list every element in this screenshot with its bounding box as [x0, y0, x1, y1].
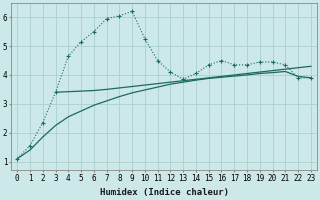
- X-axis label: Humidex (Indice chaleur): Humidex (Indice chaleur): [100, 188, 228, 197]
